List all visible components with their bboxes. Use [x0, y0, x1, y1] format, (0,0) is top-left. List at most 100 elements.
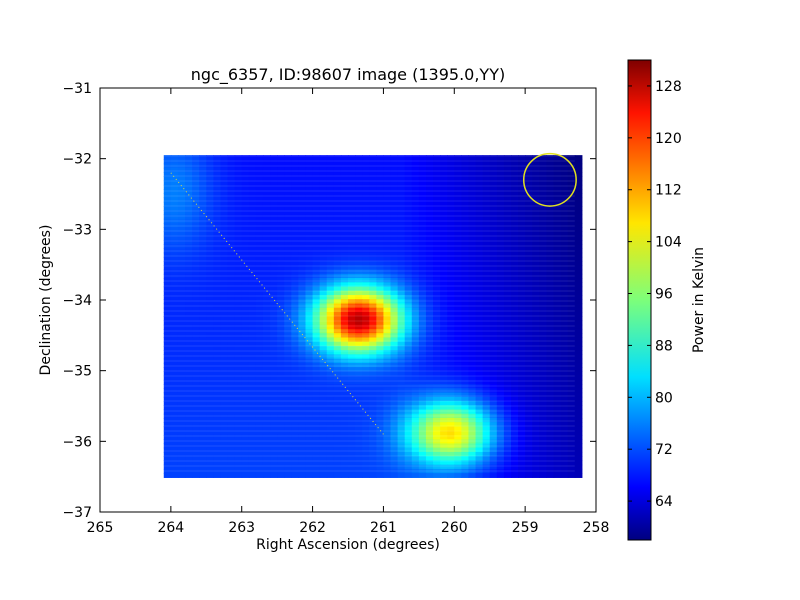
heatmap-cell [574, 273, 583, 279]
heatmap-cell [574, 278, 583, 283]
heatmap-cell [574, 426, 583, 432]
heatmap-cell [553, 473, 562, 478]
heatmap-cell [489, 473, 498, 478]
heatmap-cell [454, 473, 462, 478]
heatmap-cell [468, 473, 477, 478]
x-axis: 265 264 263 262 261 260 259 258 [87, 88, 609, 536]
heatmap-cell [234, 473, 243, 478]
heatmap-cell [220, 473, 229, 478]
heatmap-cell [560, 473, 569, 478]
heatmap-cell [574, 396, 583, 402]
heatmap-cell [574, 307, 583, 313]
heatmap-cell [574, 460, 583, 466]
heatmap-cell [574, 214, 583, 220]
heatmap-cell [574, 333, 583, 339]
heatmap-cell [348, 473, 356, 478]
heatmap-cell [574, 261, 583, 266]
heatmap-cell [192, 473, 200, 478]
x-tick-label: 263 [228, 520, 255, 536]
y-tick-label: −31 [62, 81, 92, 97]
colorbar-tick-label: 72 [655, 442, 673, 458]
colorbar-tick-label: 104 [655, 235, 682, 251]
heatmap-cell [574, 473, 583, 478]
x-axis-label: Right Ascension (degrees) [256, 537, 440, 553]
heatmap-cell [163, 473, 172, 478]
heatmap-cell [574, 176, 583, 182]
heatmap-cell [574, 430, 583, 436]
heatmap-cell [574, 405, 583, 411]
heatmap-cell [319, 473, 328, 478]
heatmap-cell [177, 473, 186, 478]
heatmap-cell [574, 286, 583, 292]
heatmap-cell [574, 159, 583, 165]
heatmap-cell [574, 163, 583, 169]
heatmap-cell [482, 473, 491, 478]
heatmap-cell [213, 473, 222, 478]
heatmap-cell [574, 358, 583, 364]
heatmap-cell [475, 473, 484, 478]
heatmap-cell [574, 371, 583, 377]
heatmap-cell [170, 473, 179, 478]
heatmap-cell [574, 434, 583, 440]
y-axis-label: Declination (degrees) [38, 225, 54, 376]
heatmap-cell [574, 409, 583, 415]
heatmap-cell [574, 201, 583, 207]
heatmap-cell [574, 206, 583, 211]
heatmap-cell [312, 473, 321, 478]
heatmap-cell [510, 473, 519, 478]
heatmap-cell [574, 180, 583, 186]
chart-title: ngc_6357, ID:98607 image (1395.0,YY) [191, 65, 505, 85]
heatmap-cell [199, 473, 207, 478]
heatmap-cell [574, 367, 583, 372]
colorbar-tick-label: 88 [655, 338, 673, 354]
heatmap-cell [546, 473, 555, 478]
heatmap-cell [390, 473, 399, 478]
heatmap-cell [574, 379, 583, 385]
heatmap-cell [447, 473, 455, 478]
heatmap-cell [574, 375, 583, 381]
heatmap-cell [574, 231, 583, 237]
heatmap-cell [227, 473, 236, 478]
heatmap-cell [574, 239, 583, 245]
plot-area [163, 152, 583, 478]
heatmap-cell [277, 473, 285, 478]
colorbar-tick-label: 80 [655, 390, 673, 406]
heatmap-cell [574, 456, 583, 462]
x-tick-label: 265 [87, 520, 114, 536]
heatmap-cell [574, 252, 583, 258]
heatmap-cell [574, 269, 583, 275]
heatmap-cell [574, 155, 583, 160]
heatmap-cell [574, 439, 583, 445]
colorbar-tick-label: 112 [655, 183, 682, 199]
x-tick-label: 261 [370, 520, 397, 536]
heatmap-cell [248, 473, 257, 478]
colorbar-tick-label: 120 [655, 131, 682, 147]
heatmap-cell [433, 473, 441, 478]
heatmap-cell [574, 282, 583, 288]
heatmap-cell [255, 473, 264, 478]
heatmap-cell [574, 401, 583, 406]
heatmap-cell [574, 422, 583, 428]
heatmap-cell [574, 189, 583, 194]
heatmap-cell [525, 473, 533, 478]
heatmap-cell [574, 290, 583, 296]
heatmap-cell [574, 345, 583, 351]
heatmap-cell [574, 392, 583, 398]
colorbar-tick-label: 128 [655, 79, 682, 95]
heatmap-cell [362, 473, 370, 478]
heatmap-cell [574, 167, 583, 173]
heatmap-cell [206, 473, 214, 478]
heatmap-cell [532, 473, 540, 478]
heatmap-cell [411, 473, 420, 478]
heatmap-cell [574, 413, 583, 419]
x-tick-label: 264 [157, 520, 184, 536]
heatmap-cell [262, 473, 271, 478]
heatmap-cell [574, 248, 583, 254]
heatmap-cell [418, 473, 427, 478]
heatmap-cell [298, 473, 307, 478]
heatmap-cell [284, 473, 292, 478]
heatmap-cell [291, 473, 299, 478]
y-tick-label: −34 [62, 293, 92, 309]
colorbar-label: Power in Kelvin [691, 247, 707, 353]
heatmap-cell [376, 473, 385, 478]
